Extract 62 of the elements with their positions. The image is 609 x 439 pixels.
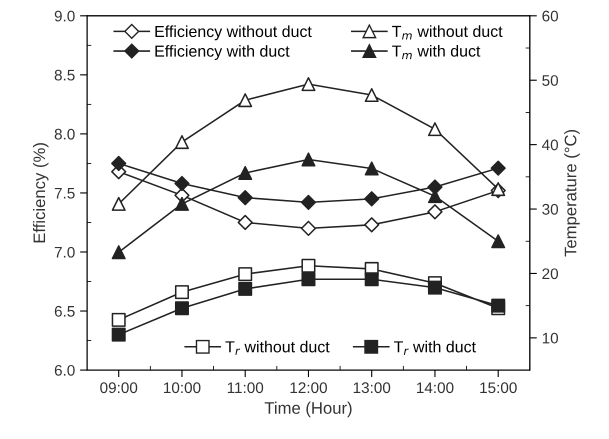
- point: [111, 156, 126, 172]
- point: [238, 93, 252, 108]
- y-tick-label: 9.0: [54, 10, 75, 22]
- point: [364, 161, 379, 176]
- point: [364, 191, 380, 206]
- point: [364, 88, 379, 102]
- y-tick-label: 6.5: [54, 306, 75, 317]
- legend-label: Efficiency without duct: [155, 25, 312, 40]
- y-axis-title: Efficiency (%): [32, 143, 48, 242]
- x-tick-label: 13:00: [354, 382, 390, 394]
- y-tick-label: 8.5: [54, 70, 75, 81]
- point: [491, 234, 506, 248]
- y2-tick-label: 30: [542, 204, 558, 215]
- point: [428, 122, 442, 136]
- point: [112, 196, 126, 211]
- point: [174, 196, 189, 211]
- point: [112, 312, 126, 327]
- point: [428, 280, 442, 295]
- point: [112, 245, 126, 260]
- legend-label: T$_{r}$ without duct: [225, 340, 330, 355]
- point: [427, 204, 443, 220]
- x-tick-label: 11:00: [228, 382, 264, 394]
- legend-label: T$_{m}$ with duct: [392, 44, 480, 60]
- point: [174, 176, 190, 192]
- point: [300, 220, 316, 236]
- y-tick-label: 6.0: [54, 364, 75, 376]
- y-tick-label: 8.0: [54, 128, 75, 140]
- point: [112, 328, 126, 342]
- point: [301, 77, 316, 92]
- y-tick-label: 7.5: [54, 188, 75, 199]
- point: [491, 298, 506, 313]
- x-tick-label: 15:00: [480, 382, 517, 394]
- point: [238, 282, 252, 296]
- x-tick-label: 14:00: [417, 382, 454, 394]
- point: [238, 214, 253, 230]
- point: [238, 166, 252, 180]
- point: [300, 194, 316, 210]
- point: [490, 160, 506, 176]
- point: [301, 272, 316, 286]
- point: [174, 135, 189, 150]
- y2-tick-label: 40: [542, 140, 558, 150]
- legend-label: T$_{r}$ with duct: [394, 340, 476, 355]
- y2-tick-label: 60: [542, 10, 558, 22]
- legend-label: T$_{m}$ without duct: [392, 25, 503, 40]
- legend-label: Efficiency with duct: [155, 45, 290, 60]
- x-tick-label: 10:00: [164, 382, 200, 394]
- y2-tick-label: 50: [542, 75, 558, 86]
- x-tick-label: 12:00: [290, 382, 327, 394]
- point: [174, 285, 189, 300]
- point: [174, 301, 189, 316]
- y-tick-label: 7.0: [54, 246, 75, 258]
- point: [364, 272, 379, 286]
- y2-axis-title: Temperature (°C): [564, 130, 580, 257]
- point: [301, 258, 316, 273]
- x-tick-label: 09:00: [100, 382, 138, 394]
- point: [238, 190, 253, 206]
- x-axis-title: Time (Hour): [264, 402, 352, 418]
- point: [238, 267, 252, 282]
- point: [301, 152, 316, 166]
- y2-tick-label: 10: [542, 332, 558, 344]
- point: [364, 217, 380, 232]
- y2-tick-label: 20: [542, 268, 558, 280]
